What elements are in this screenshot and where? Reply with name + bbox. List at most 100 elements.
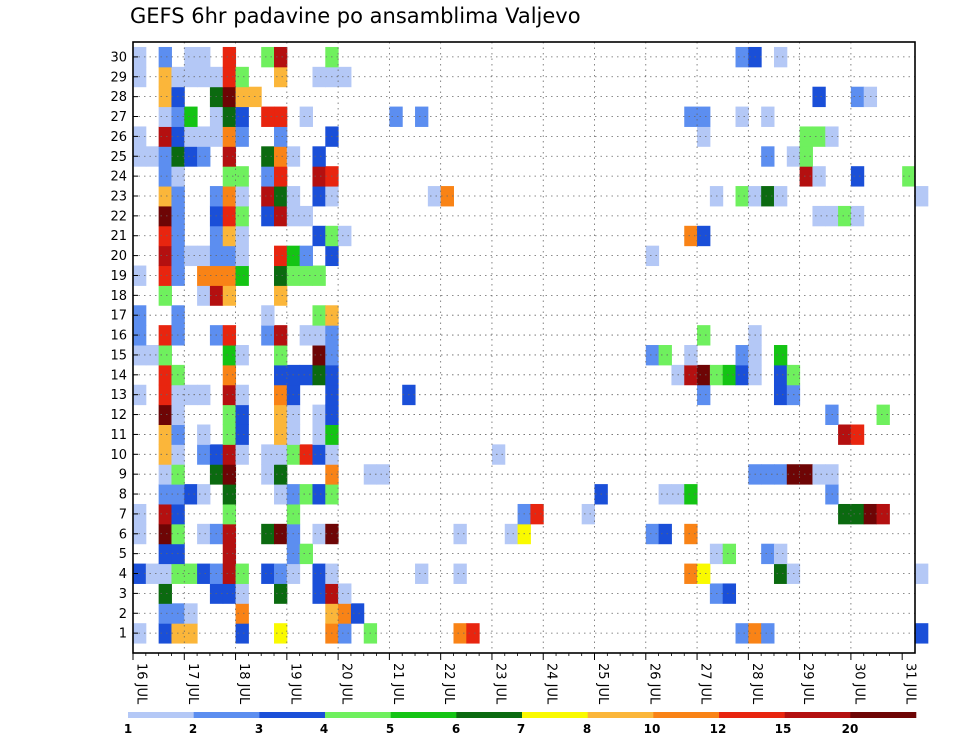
grid-lines	[133, 42, 915, 653]
heatmap-cell	[274, 146, 288, 167]
heatmap-cell	[235, 345, 249, 366]
heatmap-cell	[274, 66, 288, 88]
heatmap-cell	[312, 186, 326, 207]
heatmap-cell	[222, 186, 237, 207]
heatmap-cell	[158, 166, 172, 187]
heatmap-cell	[299, 106, 313, 127]
x-tick-label: 18 JUL	[236, 663, 251, 705]
heatmap-cell	[222, 464, 237, 485]
x-tick-label: 25 JUL	[595, 663, 610, 705]
heatmap-cell	[274, 126, 288, 147]
heatmap-cell	[338, 603, 352, 624]
heatmap-cell	[184, 603, 198, 624]
heatmap-cell	[222, 345, 237, 366]
heatmap-cell	[799, 166, 813, 187]
heatmap-cell	[697, 563, 711, 584]
heatmap-cell	[274, 384, 288, 406]
heatmap-cell	[274, 464, 288, 485]
heatmap-cell	[722, 364, 737, 386]
y-tick-label: 13	[110, 388, 127, 403]
heatmap-cell	[274, 166, 288, 187]
heatmap-cell	[773, 46, 788, 68]
heatmap-cell	[658, 345, 672, 366]
y-tick-label: 9	[119, 468, 127, 483]
heatmap-cell	[722, 583, 737, 604]
heatmap-cell	[773, 464, 788, 485]
heatmap-cell	[235, 384, 249, 406]
heatmap-cell	[915, 623, 929, 644]
heatmap-cell	[222, 364, 237, 386]
heatmap-cell	[799, 146, 813, 167]
heatmap-cell	[850, 166, 865, 187]
heatmap-cell	[312, 404, 326, 425]
heatmap-cell	[222, 126, 237, 147]
x-tick-label: 19 JUL	[287, 663, 302, 705]
heatmap-cell	[735, 186, 749, 207]
heatmap-cell	[235, 603, 249, 624]
heatmap-cell	[274, 583, 288, 604]
y-tick-label: 26	[110, 130, 127, 145]
colorbar-swatch	[850, 712, 917, 718]
colorbar-swatch	[653, 712, 720, 718]
heatmap-cell	[158, 384, 172, 406]
heatmap-cell	[158, 225, 172, 247]
heatmap-cell	[222, 46, 237, 68]
heatmap-cell	[735, 106, 749, 127]
heatmap-cell	[158, 543, 172, 565]
heatmap-cell	[812, 464, 826, 485]
heatmap-cell	[299, 444, 313, 465]
heatmap-cell	[222, 543, 237, 565]
y-tick-label: 15	[110, 348, 127, 363]
heatmap-cell	[312, 583, 326, 604]
colorbar-label: 6	[452, 722, 460, 736]
colorbar: 1 2 3 4 5 6 7 8 10 12 15 20	[124, 712, 917, 736]
heatmap-cell	[274, 325, 288, 346]
heatmap-cell	[145, 563, 160, 584]
colorbar-label: 7	[517, 722, 525, 736]
heatmap-cell	[504, 523, 519, 545]
heatmap-cell	[274, 364, 288, 386]
heatmap-cell	[235, 186, 249, 207]
heatmap-cell	[274, 424, 288, 445]
heatmap-cell	[158, 146, 172, 167]
colorbar-swatch	[719, 712, 785, 718]
heatmap-cell	[376, 464, 390, 485]
heatmap-cell	[197, 523, 211, 545]
heatmap-cell	[222, 444, 237, 465]
heatmap-cell	[773, 563, 788, 584]
heatmap-cell	[197, 146, 211, 167]
y-tick-label: 8	[119, 488, 127, 503]
heatmap-cell	[145, 345, 160, 366]
heatmap-cell	[761, 543, 775, 565]
heatmap-cell	[312, 345, 326, 366]
heatmap-cell	[299, 543, 313, 565]
heatmap-cell	[274, 46, 288, 68]
heatmap-cell	[697, 325, 711, 346]
colorbar-swatch	[522, 712, 588, 718]
heatmap-cell	[876, 404, 890, 425]
x-tick-label: 21 JUL	[390, 663, 405, 705]
heatmap-cell	[761, 106, 775, 127]
heatmap-cell	[184, 106, 198, 127]
heatmap-cell	[235, 265, 249, 286]
heatmap-cell	[222, 384, 237, 406]
heatmap-cell	[773, 345, 788, 366]
heatmap-cell	[184, 245, 198, 267]
heatmap-cell	[812, 166, 826, 187]
heatmap-cell	[684, 364, 698, 386]
heatmap-cell	[312, 146, 326, 167]
heatmap-cell	[158, 46, 172, 68]
x-tick-label: 24 JUL	[544, 663, 559, 705]
x-tick-label: 22 JUL	[441, 663, 456, 705]
heatmap-cell	[158, 66, 172, 88]
heatmap-cell	[773, 186, 788, 207]
heatmap-cell	[197, 444, 211, 465]
y-tick-label: 24	[110, 170, 127, 185]
x-tick-label: 20 JUL	[339, 663, 354, 705]
colorbar-label: 10	[644, 722, 661, 736]
heatmap-cell	[222, 86, 237, 108]
heatmap-cell	[722, 543, 737, 565]
heatmap-cell	[158, 484, 172, 505]
heatmap-cell	[261, 146, 275, 167]
heatmap-cell	[350, 603, 365, 624]
